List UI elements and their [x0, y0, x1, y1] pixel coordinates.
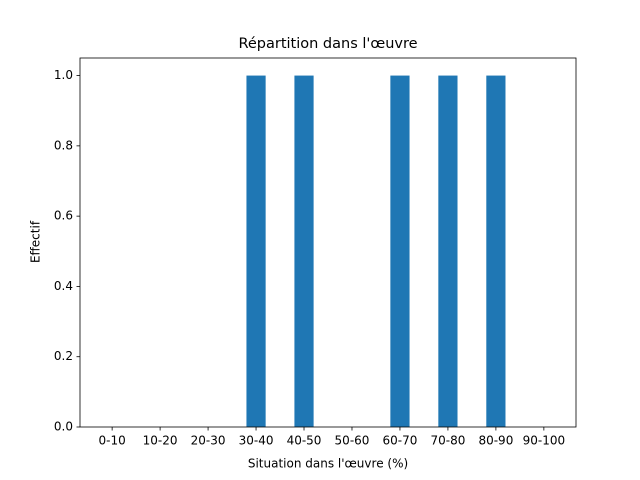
- y-tick-label: 0.4: [54, 279, 73, 293]
- plot-frame: [79, 57, 577, 428]
- x-tick-label: 70-80: [430, 434, 465, 448]
- y-axis-label: Effectif: [29, 220, 43, 263]
- bar: [390, 75, 410, 428]
- x-tick-label: 0-10: [99, 434, 126, 448]
- x-tick-label: 20-30: [191, 434, 226, 448]
- x-axis-label: Situation dans l'œuvre (%): [248, 457, 408, 471]
- x-tick-label: 80-90: [478, 434, 513, 448]
- bar: [438, 75, 458, 428]
- y-tick-label: 0.2: [54, 349, 73, 363]
- y-tick-label: 0.8: [54, 138, 73, 152]
- x-tick-label: 40-50: [287, 434, 322, 448]
- bar: [486, 75, 506, 428]
- x-tick-label: 90-100: [523, 434, 566, 448]
- y-tick-label: 0.0: [54, 420, 73, 434]
- bar: [294, 75, 314, 428]
- y-tick-label: 0.6: [54, 209, 73, 223]
- x-tick-label: 10-20: [143, 434, 178, 448]
- x-tick-label: 30-40: [239, 434, 274, 448]
- x-tick-label: 50-60: [335, 434, 370, 448]
- chart-title: Répartition dans l'œuvre: [238, 36, 417, 52]
- x-tick-label: 60-70: [383, 434, 418, 448]
- y-tick-label: 1.0: [54, 68, 73, 82]
- bar: [246, 75, 266, 428]
